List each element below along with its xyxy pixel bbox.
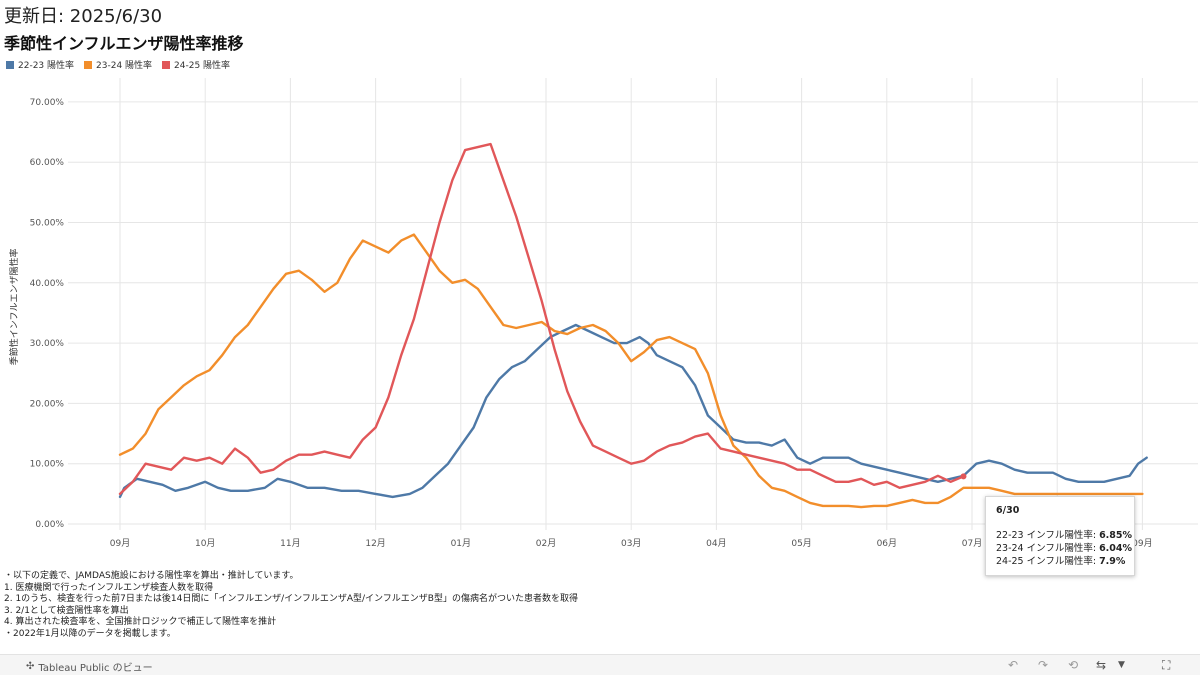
tableau-brand-label: Tableau Public のビュー [38,663,153,674]
x-tick-label: 07月 [962,538,982,549]
legend-swatch [6,60,14,69]
chart-title: 季節性インフルエンザ陽性率推移 [4,34,244,53]
legend-item-24-25[interactable]: 24-25 陽性率 [162,58,230,71]
fullscreen-icon[interactable]: ⛶ [1162,658,1171,672]
series-line-23-24 陽性率[interactable] [118,233,1144,509]
tooltip-label: 22-23 インフル陽性率: [996,530,1100,541]
legend-swatch [84,60,93,69]
series-end-marker [960,473,967,480]
legend-label: 24-25 陽性率 [174,61,231,71]
x-tick-label: 03月 [621,538,641,549]
x-tick-label: 11月 [280,538,300,549]
undo-icon[interactable]: ↶ [1008,658,1019,672]
x-tick-label: 01月 [451,538,471,549]
series-line-22-23 陽性率[interactable] [118,323,1148,499]
y-tick-label: 0.00% [35,520,64,530]
updated-date: 更新日: 2025/6/30 [4,6,163,27]
share-icon[interactable]: ⇆ [1096,658,1107,672]
x-tick-label: 12月 [365,538,385,549]
x-tick-label: 05月 [791,538,811,549]
tooltip-row: 23-24 インフル陽性率: 6.04% [996,542,1132,555]
y-tick-label: 30.00% [30,339,65,349]
y-tick-label: 70.00% [30,98,65,108]
note-line: 3. 2/1として検査陽性率を算出 [4,605,129,616]
x-tick-label: 02月 [536,538,556,549]
x-tick-label: 09月 [1132,538,1152,549]
tooltip-date: 6/30 [996,505,1020,516]
tooltip-row: 22-23 インフル陽性率: 6.85% [996,529,1132,542]
y-tick-label: 10.00% [30,460,65,470]
x-tick-label: 06月 [877,538,897,549]
y-tick-label: 20.00% [30,399,65,409]
note-line: 4. 算出された検査率を、全国推計ロジックで補正して陽性率を推計 [4,617,277,628]
tooltip-value: 6.04% [1099,543,1133,554]
y-tick-label: 60.00% [30,158,65,168]
line-chart[interactable]: 0.00% 10.00% 20.00% 30.00% 40.00% 50.00% 60.00… [0,70,1200,555]
revert-icon[interactable]: ⟲ [1068,658,1079,672]
legend-swatch [162,60,171,69]
legend: 22-23 陽性率 23-24 陽性率 24-25 陽性率 [6,58,230,71]
tooltip-value: 6.85% [1099,530,1133,541]
series-line-24-25 陽性率[interactable] [118,142,965,496]
note-line: 1. 医療機関で行ったインフルエンザ検査人数を取得 [4,582,214,593]
x-tick-label: 04月 [706,538,726,549]
tableau-logo-icon: ✣ [26,661,35,672]
footer-toolbar: ✣ Tableau Public のビュー ↶ ↷ ⟲ ⇆ ▼ ⛶ [0,654,1200,675]
tooltip-row: 24-25 インフル陽性率: 7.9% [996,555,1126,568]
y-tick-label: 40.00% [30,279,65,289]
tableau-public-link[interactable]: ✣ Tableau Public のビュー [26,659,153,674]
tooltip-label: 23-24 インフル陽性率: [996,543,1100,554]
legend-item-23-24[interactable]: 23-24 陽性率 [84,58,152,71]
x-tick-label: 09月 [110,538,130,549]
tooltip-label: 24-25 インフル陽性率: [996,556,1100,567]
note-line: 2. 1のうち、検査を行った前7日または後14日間に「インフルエンザ/インフルエ… [4,594,578,605]
legend-label: 23-24 陽性率 [96,61,153,71]
tooltip-value: 7.9% [1099,556,1126,567]
note-line: ・以下の定義で、JAMDAS施設における陽性率を算出・推計しています。 [4,571,299,581]
dropdown-icon[interactable]: ▼ [1118,660,1125,670]
legend-item-22-23[interactable]: 22-23 陽性率 [6,58,74,71]
notes: ・以下の定義で、JAMDAS施設における陽性率を算出・推計しています。 1. 医… [4,571,578,641]
note-line: ・2022年1月以降のデータを掲載します。 [4,628,176,639]
redo-icon[interactable]: ↷ [1038,658,1049,672]
y-tick-label: 50.00% [30,219,65,229]
y-axis-label: 季節性インフルエンザ陽性率 [8,249,20,366]
x-tick-label: 10月 [195,538,215,549]
tooltip: 6/30 22-23 インフル陽性率: 6.85% 23-24 インフル陽性率:… [985,496,1135,576]
legend-label: 22-23 陽性率 [18,61,75,71]
